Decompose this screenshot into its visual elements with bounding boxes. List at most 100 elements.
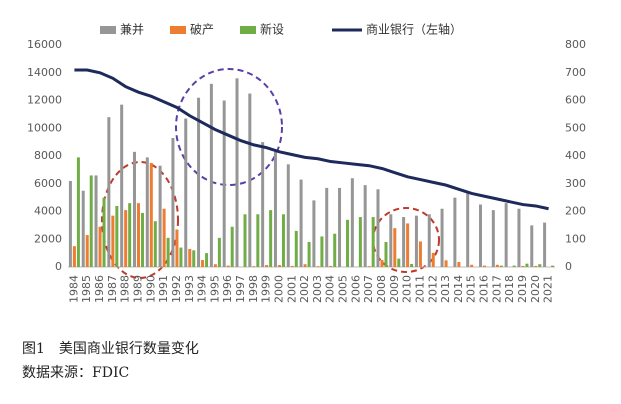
x-tick-label: 2012	[426, 275, 439, 303]
bar	[261, 142, 265, 267]
x-tick-label: 1993	[183, 275, 196, 303]
x-tick-label: 2004	[324, 275, 337, 303]
x-tick-label: 2005	[337, 275, 350, 303]
bar	[333, 233, 337, 267]
y-tick-label: 14000	[27, 66, 62, 79]
y2-tick-label: 400	[565, 149, 586, 162]
legend-label: 兼并	[120, 23, 144, 37]
legend-swatch	[240, 26, 256, 34]
bar	[89, 175, 93, 267]
bar	[517, 208, 521, 267]
bar	[444, 260, 448, 267]
bar	[312, 200, 316, 267]
bar	[68, 180, 72, 267]
x-tick-label: 1991	[157, 275, 170, 303]
x-tick-label: 1984	[67, 275, 80, 303]
bar	[256, 214, 260, 267]
x-tick-label: 1988	[119, 275, 132, 303]
line	[74, 68, 549, 211]
x-tick-label: 1992	[170, 275, 183, 303]
bar	[470, 264, 474, 267]
bar	[205, 253, 209, 267]
bar	[201, 260, 205, 267]
bar	[534, 265, 538, 267]
bar	[222, 100, 226, 267]
bar	[115, 205, 119, 267]
bar	[188, 248, 192, 267]
bar	[325, 187, 329, 267]
bar	[512, 265, 516, 267]
bar	[299, 179, 303, 267]
bar	[197, 97, 201, 267]
bar	[76, 157, 80, 267]
bar	[111, 215, 115, 267]
bar	[175, 229, 179, 267]
bar	[294, 230, 298, 267]
x-tick-label: 2018	[503, 275, 516, 303]
bar	[307, 242, 311, 267]
x-tick-label: 1987	[106, 275, 119, 303]
bar	[286, 164, 290, 267]
y-tick-label: 16000	[27, 38, 62, 51]
bar	[376, 189, 380, 267]
x-tick-label: 2017	[490, 275, 503, 303]
bar	[393, 228, 397, 267]
x-tick-label: 2006	[349, 275, 362, 303]
x-tick-label: 2015	[465, 275, 478, 303]
bar	[213, 264, 217, 267]
bar	[453, 197, 457, 267]
y2-tick-label: 100	[565, 232, 586, 245]
bar	[338, 187, 342, 267]
y2-tick-label: 700	[565, 66, 586, 79]
x-tick-label: 2001	[285, 275, 298, 303]
legend-swatch	[100, 26, 116, 34]
bar	[179, 247, 183, 267]
bar	[483, 265, 487, 267]
bar	[406, 223, 410, 267]
bar	[384, 242, 388, 267]
y-tick-label: 12000	[27, 94, 62, 107]
y-tick-label: 4000	[34, 205, 62, 218]
x-tick-label: 2000	[272, 275, 285, 303]
y2-tick-label: 800	[565, 38, 586, 51]
y2-tick-label: 0	[565, 260, 572, 273]
x-tick-label: 2016	[478, 275, 491, 303]
bar	[243, 214, 247, 267]
x-tick-label: 2019	[516, 275, 529, 303]
x-tick-label: 1990	[144, 275, 157, 303]
bar	[269, 210, 273, 267]
bar	[397, 258, 401, 267]
y-tick-label: 8000	[34, 149, 62, 162]
bar	[495, 264, 499, 267]
bar	[427, 214, 431, 267]
bar	[192, 250, 196, 267]
bar	[107, 117, 111, 268]
bar	[499, 265, 503, 267]
bar	[162, 208, 166, 267]
caption: 图1 美国商业银行数量变化	[22, 341, 199, 357]
bar	[431, 252, 435, 267]
legend-swatch	[170, 26, 186, 34]
bar	[521, 265, 525, 267]
bar	[380, 260, 384, 267]
bar	[248, 93, 252, 267]
bar	[389, 214, 393, 267]
highlight-ellipse	[175, 68, 283, 186]
x-tick-label: 2002	[298, 275, 311, 303]
bar	[230, 226, 234, 267]
bar	[217, 237, 221, 267]
y2-tick-label: 600	[565, 94, 586, 107]
x-tick-label: 2003	[311, 275, 324, 303]
bar	[94, 175, 98, 267]
bar	[551, 265, 555, 267]
y-tick-label: 0	[55, 260, 62, 273]
bar	[145, 157, 149, 267]
bar	[72, 246, 76, 267]
bar	[265, 265, 269, 267]
bar	[184, 118, 188, 267]
y2-tick-label: 200	[565, 205, 586, 218]
bar	[290, 265, 294, 267]
legend-label: 商业银行（左轴）	[366, 22, 462, 37]
bar	[303, 264, 307, 267]
bar	[329, 265, 333, 267]
